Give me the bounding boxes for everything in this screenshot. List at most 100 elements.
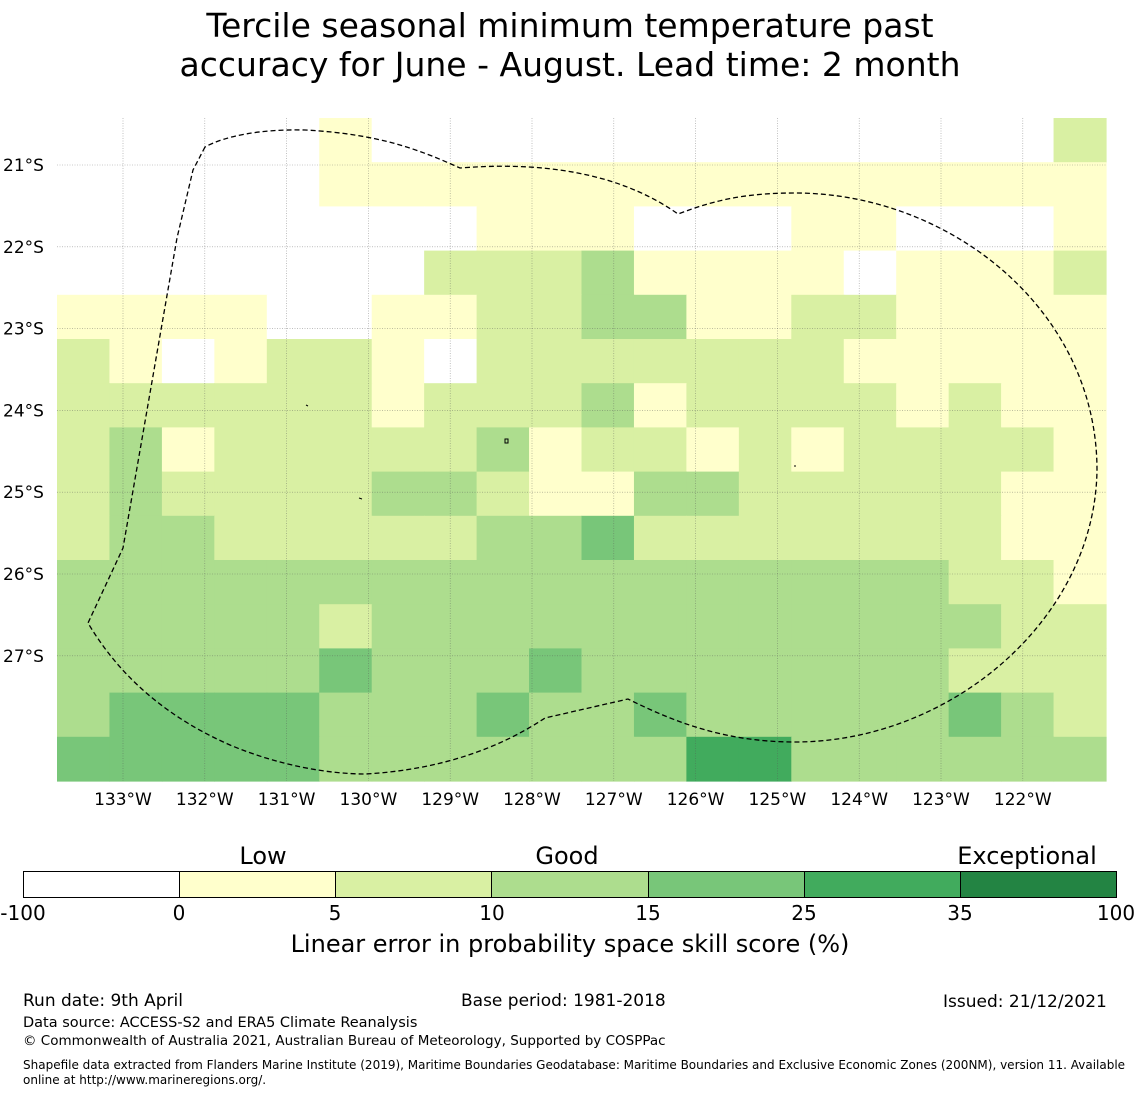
grid-cell: [266, 692, 320, 738]
grid-cell: [424, 206, 478, 252]
grid-cell: [109, 294, 163, 340]
grid-cell: [948, 427, 1002, 473]
longitude-label: 128°W: [503, 790, 561, 810]
latitude-label: 21°S: [3, 156, 44, 176]
grid-cell: [738, 515, 792, 561]
grid-cell: [476, 250, 530, 296]
skill-map: 133°W 132°W 131°W 130°W 129°W 128°W 127°W 126°W…: [3, 118, 1107, 810]
grid-cell: [57, 515, 111, 561]
grid-cell: [57, 294, 111, 340]
grid-cell: [896, 250, 950, 296]
grid-cell: [738, 692, 792, 738]
grid-cell: [371, 383, 425, 428]
grid-cell: [161, 206, 215, 252]
grid-cell: [424, 515, 478, 561]
grid-cell: [1053, 560, 1107, 605]
grid-cell: [319, 250, 373, 296]
longitude-labels: 133°W 132°W 131°W 130°W 129°W 128°W 127°W 126°W…: [94, 790, 1052, 810]
grid-cell: [738, 162, 792, 207]
grid-cell: [476, 206, 530, 252]
grid-cell: [161, 515, 215, 561]
grid-cell: [686, 294, 740, 340]
grid-cell: [791, 206, 845, 252]
grid-cell: [738, 118, 792, 163]
grid-cell: [686, 427, 740, 473]
grid-cell: [476, 427, 530, 473]
grid-cell: [319, 560, 373, 605]
latitude-label: 27°S: [3, 647, 44, 667]
grid-cell: [371, 427, 425, 473]
grid-cell: [161, 383, 215, 428]
grid-cell: [948, 736, 1002, 782]
grid-cell: [633, 648, 687, 694]
grid-cell: [109, 339, 163, 384]
grid-cell: [843, 162, 897, 207]
grid-cell: [161, 339, 215, 384]
grid-cell: [843, 294, 897, 340]
grid-cell: [896, 162, 950, 207]
grid-cell: [1053, 118, 1107, 163]
grid-cell: [109, 604, 163, 649]
grid-cell: [581, 339, 635, 384]
latitude-label: 25°S: [3, 483, 44, 503]
grid-cell: [581, 471, 635, 517]
grid-cell: [948, 560, 1002, 605]
grid-cell: [948, 515, 1002, 561]
colorbar-tick-3: 5: [328, 901, 342, 925]
colorbar-label: Linear error in probability space skill …: [290, 930, 850, 958]
grid-cell: [57, 692, 111, 738]
grid-cell: [319, 118, 373, 163]
grid-cell: [633, 118, 687, 163]
grid-cell: [371, 206, 425, 252]
grid-cell: [1001, 339, 1055, 384]
grid-cell: [633, 471, 687, 517]
grid-cell: [319, 471, 373, 517]
grid-cell: [476, 118, 530, 163]
grid-cell: [738, 206, 792, 252]
grid-cell: [214, 427, 268, 473]
base-period: Base period: 1981-2018: [461, 991, 666, 1011]
grid-cell: [476, 515, 530, 561]
grid-cell: [424, 294, 478, 340]
grid-cell: [371, 736, 425, 782]
category-good: Good: [535, 842, 599, 870]
copyright: © Commonwealth of Australia 2021, Austra…: [23, 1033, 666, 1049]
grid-cell: [214, 736, 268, 782]
grid-cell: [791, 736, 845, 782]
grid-cell: [57, 648, 111, 694]
grid-cell: [1001, 118, 1055, 163]
shapefile-credit: Shapefile data extracted from Flanders M…: [23, 1058, 1126, 1087]
grid-cell: [686, 692, 740, 738]
grid-cell: [948, 206, 1002, 252]
grid-cell: [109, 206, 163, 252]
grid-cell: [581, 604, 635, 649]
grid-cell: [791, 471, 845, 517]
grid-cell: [738, 427, 792, 473]
grid-cell: [896, 515, 950, 561]
grid-cell: [686, 515, 740, 561]
grid-cell: [1053, 736, 1107, 782]
grid-cell: [319, 692, 373, 738]
grid-cell: [791, 339, 845, 384]
grid-cell: [476, 383, 530, 428]
grid-cell: [581, 560, 635, 605]
grid-cell: [581, 692, 635, 738]
grid-cell: [581, 118, 635, 163]
grid-cell: [1001, 471, 1055, 517]
longitude-label: 122°W: [994, 790, 1052, 810]
grid-cell: [109, 515, 163, 561]
grid-cell: [424, 692, 478, 738]
grid-cell: [371, 515, 425, 561]
grid-cell: [896, 692, 950, 738]
category-low: Low: [239, 842, 287, 870]
grid-cell: [738, 471, 792, 517]
grid-cell: [266, 604, 320, 649]
longitude-label: 131°W: [258, 790, 316, 810]
grid-cell: [476, 648, 530, 694]
grid-cell: [948, 648, 1002, 694]
grid-cell: [1053, 383, 1107, 428]
latitude-label: 24°S: [3, 401, 44, 421]
grid-cell: [214, 383, 268, 428]
grid-cell: [214, 162, 268, 207]
grid-cell: [57, 206, 111, 252]
